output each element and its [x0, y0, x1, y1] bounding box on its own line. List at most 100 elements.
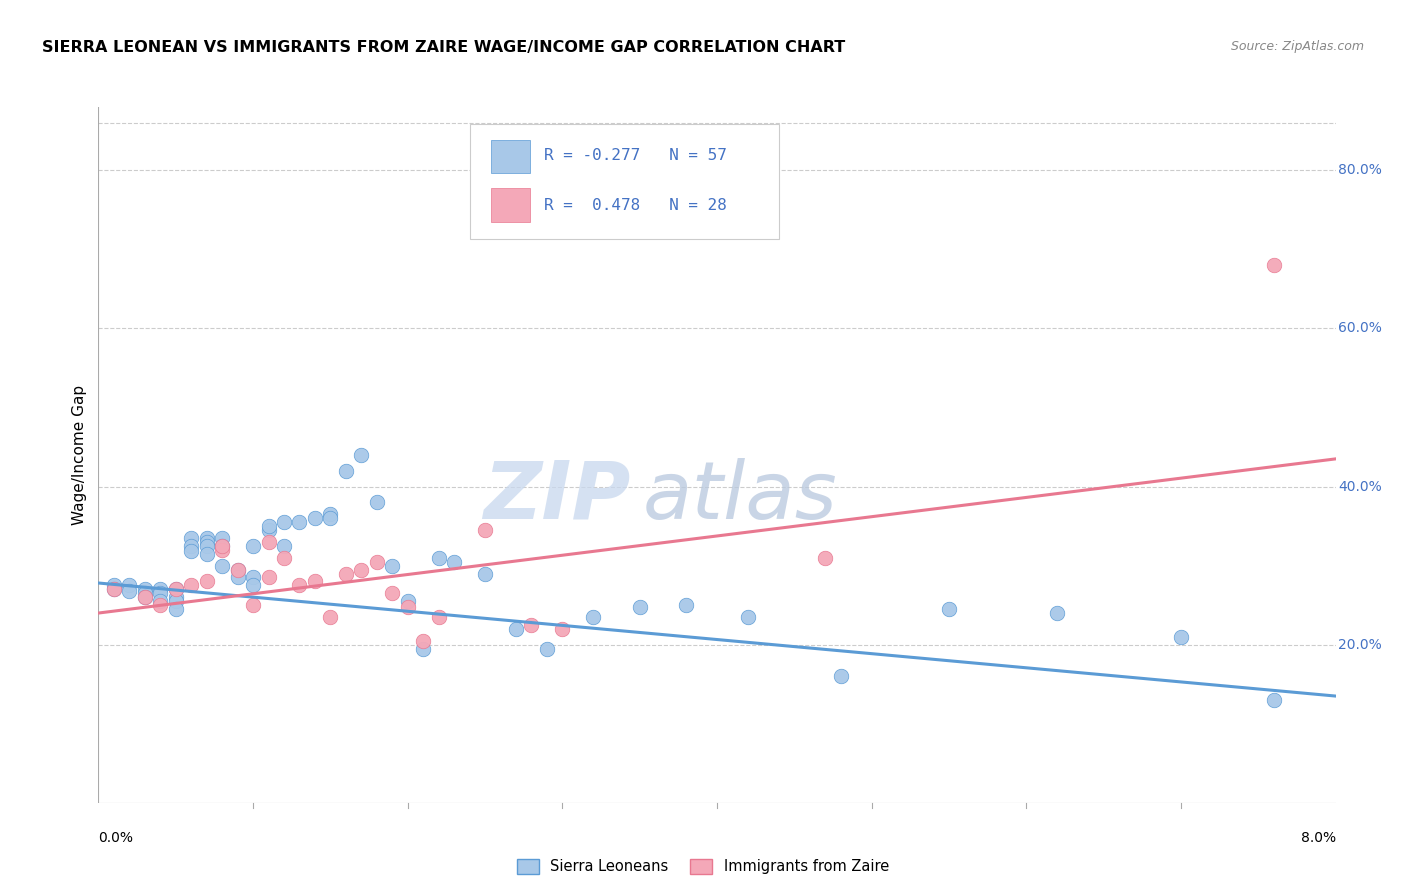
- Text: 40.0%: 40.0%: [1339, 480, 1382, 493]
- Point: [242, 578, 264, 592]
- Point: [226, 563, 249, 577]
- Point: [1170, 630, 1192, 644]
- Point: [505, 622, 527, 636]
- Point: [180, 531, 202, 545]
- Point: [412, 633, 434, 648]
- Point: [366, 495, 388, 509]
- Point: [195, 574, 218, 589]
- Point: [211, 542, 233, 557]
- Point: [180, 539, 202, 553]
- Point: [103, 578, 125, 592]
- Point: [118, 583, 141, 598]
- Point: [582, 610, 605, 624]
- Point: [165, 594, 187, 608]
- Point: [412, 641, 434, 656]
- Text: atlas: atlas: [643, 458, 838, 536]
- Point: [273, 515, 295, 529]
- Point: [396, 594, 419, 608]
- Point: [103, 582, 125, 597]
- Point: [551, 622, 574, 636]
- Point: [149, 586, 172, 600]
- Point: [257, 570, 280, 584]
- Point: [165, 582, 187, 597]
- Point: [180, 578, 202, 592]
- Point: [628, 599, 651, 614]
- Text: 8.0%: 8.0%: [1301, 830, 1336, 845]
- Point: [288, 578, 311, 592]
- Text: R = -0.277   N = 57: R = -0.277 N = 57: [544, 148, 727, 163]
- Point: [134, 591, 156, 605]
- Point: [427, 550, 450, 565]
- Point: [257, 523, 280, 537]
- Point: [195, 531, 218, 545]
- Point: [118, 578, 141, 592]
- Text: 80.0%: 80.0%: [1339, 163, 1382, 178]
- Point: [242, 570, 264, 584]
- Point: [288, 515, 311, 529]
- Text: 60.0%: 60.0%: [1339, 321, 1382, 335]
- Point: [335, 566, 357, 581]
- Point: [396, 599, 419, 614]
- Point: [737, 610, 759, 624]
- Point: [938, 602, 960, 616]
- Point: [165, 591, 187, 605]
- Point: [675, 598, 697, 612]
- Text: Source: ZipAtlas.com: Source: ZipAtlas.com: [1230, 40, 1364, 54]
- Point: [366, 555, 388, 569]
- Point: [211, 539, 233, 553]
- Point: [195, 534, 218, 549]
- Point: [273, 550, 295, 565]
- Point: [1046, 606, 1069, 620]
- Point: [149, 582, 172, 597]
- Y-axis label: Wage/Income Gap: Wage/Income Gap: [72, 384, 87, 525]
- Point: [273, 539, 295, 553]
- Point: [335, 464, 357, 478]
- Text: 0.0%: 0.0%: [98, 830, 134, 845]
- Bar: [491, 140, 530, 173]
- Point: [304, 511, 326, 525]
- Point: [474, 523, 496, 537]
- Point: [134, 586, 156, 600]
- Point: [149, 594, 172, 608]
- Point: [319, 511, 342, 525]
- Point: [211, 531, 233, 545]
- Point: [242, 539, 264, 553]
- Point: [350, 448, 373, 462]
- Point: [103, 582, 125, 597]
- Text: R =  0.478   N = 28: R = 0.478 N = 28: [544, 198, 727, 213]
- Point: [165, 602, 187, 616]
- Text: SIERRA LEONEAN VS IMMIGRANTS FROM ZAIRE WAGE/INCOME GAP CORRELATION CHART: SIERRA LEONEAN VS IMMIGRANTS FROM ZAIRE …: [42, 40, 845, 55]
- Point: [226, 563, 249, 577]
- Point: [381, 558, 404, 573]
- Point: [195, 547, 218, 561]
- Point: [134, 591, 156, 605]
- Point: [443, 555, 465, 569]
- Point: [1263, 693, 1285, 707]
- Point: [242, 598, 264, 612]
- Point: [319, 507, 342, 521]
- Point: [211, 558, 233, 573]
- Point: [211, 539, 233, 553]
- Point: [520, 618, 543, 632]
- Point: [319, 610, 342, 624]
- Point: [814, 550, 837, 565]
- Point: [180, 544, 202, 558]
- Point: [427, 610, 450, 624]
- Point: [1263, 258, 1285, 272]
- Point: [304, 574, 326, 589]
- Point: [536, 641, 558, 656]
- Text: 20.0%: 20.0%: [1339, 638, 1382, 652]
- Point: [381, 586, 404, 600]
- FancyBboxPatch shape: [470, 124, 779, 239]
- Legend: Sierra Leoneans, Immigrants from Zaire: Sierra Leoneans, Immigrants from Zaire: [510, 853, 896, 880]
- Point: [165, 582, 187, 597]
- Point: [134, 582, 156, 597]
- Bar: [491, 188, 530, 222]
- Point: [195, 539, 218, 553]
- Point: [257, 534, 280, 549]
- Point: [226, 570, 249, 584]
- Point: [149, 598, 172, 612]
- Text: ZIP: ZIP: [484, 458, 630, 536]
- Point: [350, 563, 373, 577]
- Point: [257, 519, 280, 533]
